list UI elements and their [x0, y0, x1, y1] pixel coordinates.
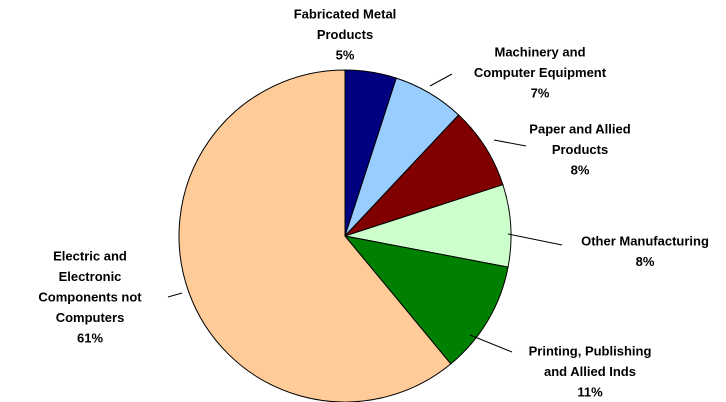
slice-label: Paper and Allied [529, 121, 630, 136]
leader-line [167, 292, 183, 298]
slice-label: Printing, Publishing [529, 343, 652, 358]
leader-line [507, 233, 563, 246]
value-label: 8% [636, 254, 655, 269]
slice-label: Fabricated Metal [294, 6, 397, 21]
leader-line [429, 73, 453, 87]
value-label: 11% [577, 384, 603, 399]
slice-label: Electric and [53, 248, 127, 263]
slice-label: Electronic [59, 269, 122, 284]
value-label: 5% [336, 47, 355, 62]
slice-label: Computer Equipment [474, 65, 607, 80]
slice-label: Machinery and [494, 44, 585, 59]
pie-slice [178, 69, 452, 402]
value-label: 7% [531, 85, 550, 100]
leader-line [493, 139, 527, 147]
slice-label: Products [552, 142, 608, 157]
value-label: 61% [77, 330, 103, 345]
leader-line [469, 334, 513, 353]
slice-label: Computers [56, 310, 125, 325]
slice-label: Products [317, 27, 373, 42]
slice-label: and Allied Inds [544, 364, 636, 379]
pie-slice [343, 235, 509, 365]
slice-label: Other Manufacturing [581, 233, 709, 248]
slice-label: Components not [38, 289, 142, 304]
value-label: 8% [571, 162, 590, 177]
